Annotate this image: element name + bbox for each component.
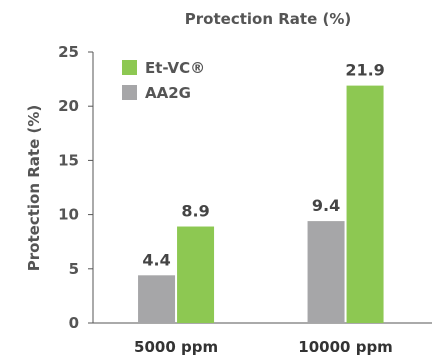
data-label: 9.4 <box>312 196 340 215</box>
y-tick-label: 5 <box>69 260 79 278</box>
legend-swatch <box>122 60 137 75</box>
y-tick-label: 15 <box>58 151 79 169</box>
y-tick-label: 25 <box>58 43 79 61</box>
data-label: 4.4 <box>142 250 170 269</box>
chart-title: Protection Rate (%) <box>185 10 351 28</box>
data-label: 8.9 <box>181 202 209 221</box>
bar-aa2g-1 <box>138 275 176 323</box>
y-axis-ticks: 0 5 10 15 20 25 <box>58 43 93 332</box>
bar-et-vc--1 <box>177 226 215 323</box>
y-tick-label: 20 <box>58 97 79 115</box>
y-axis-label: Protection Rate (%) <box>25 105 43 271</box>
category-label: 10000 ppm <box>298 338 393 356</box>
data-label: 21.9 <box>345 61 384 80</box>
legend-swatch <box>122 85 137 100</box>
y-tick-label: 0 <box>69 314 79 332</box>
category-labels-group: 5000 ppm 10000 ppm <box>134 338 393 356</box>
category-label: 5000 ppm <box>134 338 218 356</box>
y-tick-label: 10 <box>58 206 79 224</box>
data-labels-group: 4.4 8.9 9.4 21.9 <box>142 61 384 270</box>
bars-group <box>138 85 384 323</box>
legend-label: Et-VC® <box>145 59 205 77</box>
legend: Et-VC® AA2G <box>122 59 205 102</box>
legend-label: AA2G <box>145 84 191 102</box>
bar-aa2g-2 <box>307 221 345 323</box>
bar-et-vc--2 <box>346 85 384 323</box>
